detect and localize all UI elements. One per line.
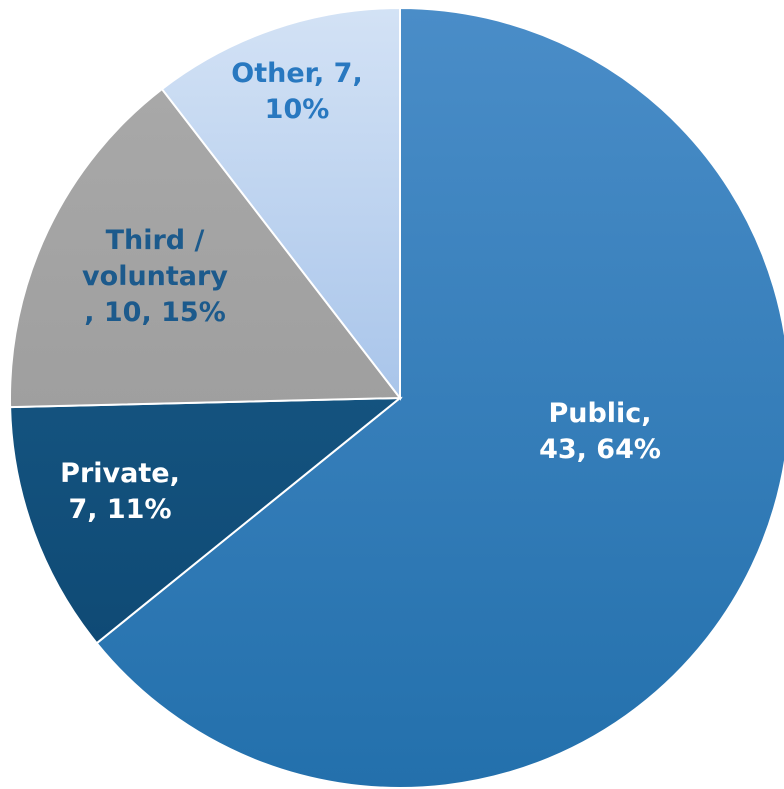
- data-label-line: Other, 7,: [231, 58, 362, 89]
- pie-slice-other: [160, 6, 401, 401]
- data-label-line: 7, 11%: [68, 494, 171, 525]
- data-label-other: Other, 7, 10%: [231, 58, 362, 125]
- data-label-private: Private, 7, 11%: [60, 458, 180, 525]
- pie-slice-private: [9, 396, 403, 645]
- data-label-line: voluntary: [82, 261, 228, 292]
- data-label-line: , 10, 15%: [84, 297, 226, 328]
- pie-slice-public: [95, 6, 784, 789]
- data-label-line: Third /: [106, 225, 205, 256]
- data-label-line: Public,: [548, 398, 651, 429]
- pie-slice-third-voluntary: [9, 87, 402, 409]
- data-label-line: Private,: [60, 458, 180, 489]
- data-label-public: Public, 43, 64%: [539, 398, 661, 465]
- data-label-third-voluntary: Third / voluntary , 10, 15%: [82, 225, 228, 328]
- data-label-line: 10%: [265, 94, 330, 125]
- data-label-line: 43, 64%: [539, 434, 661, 465]
